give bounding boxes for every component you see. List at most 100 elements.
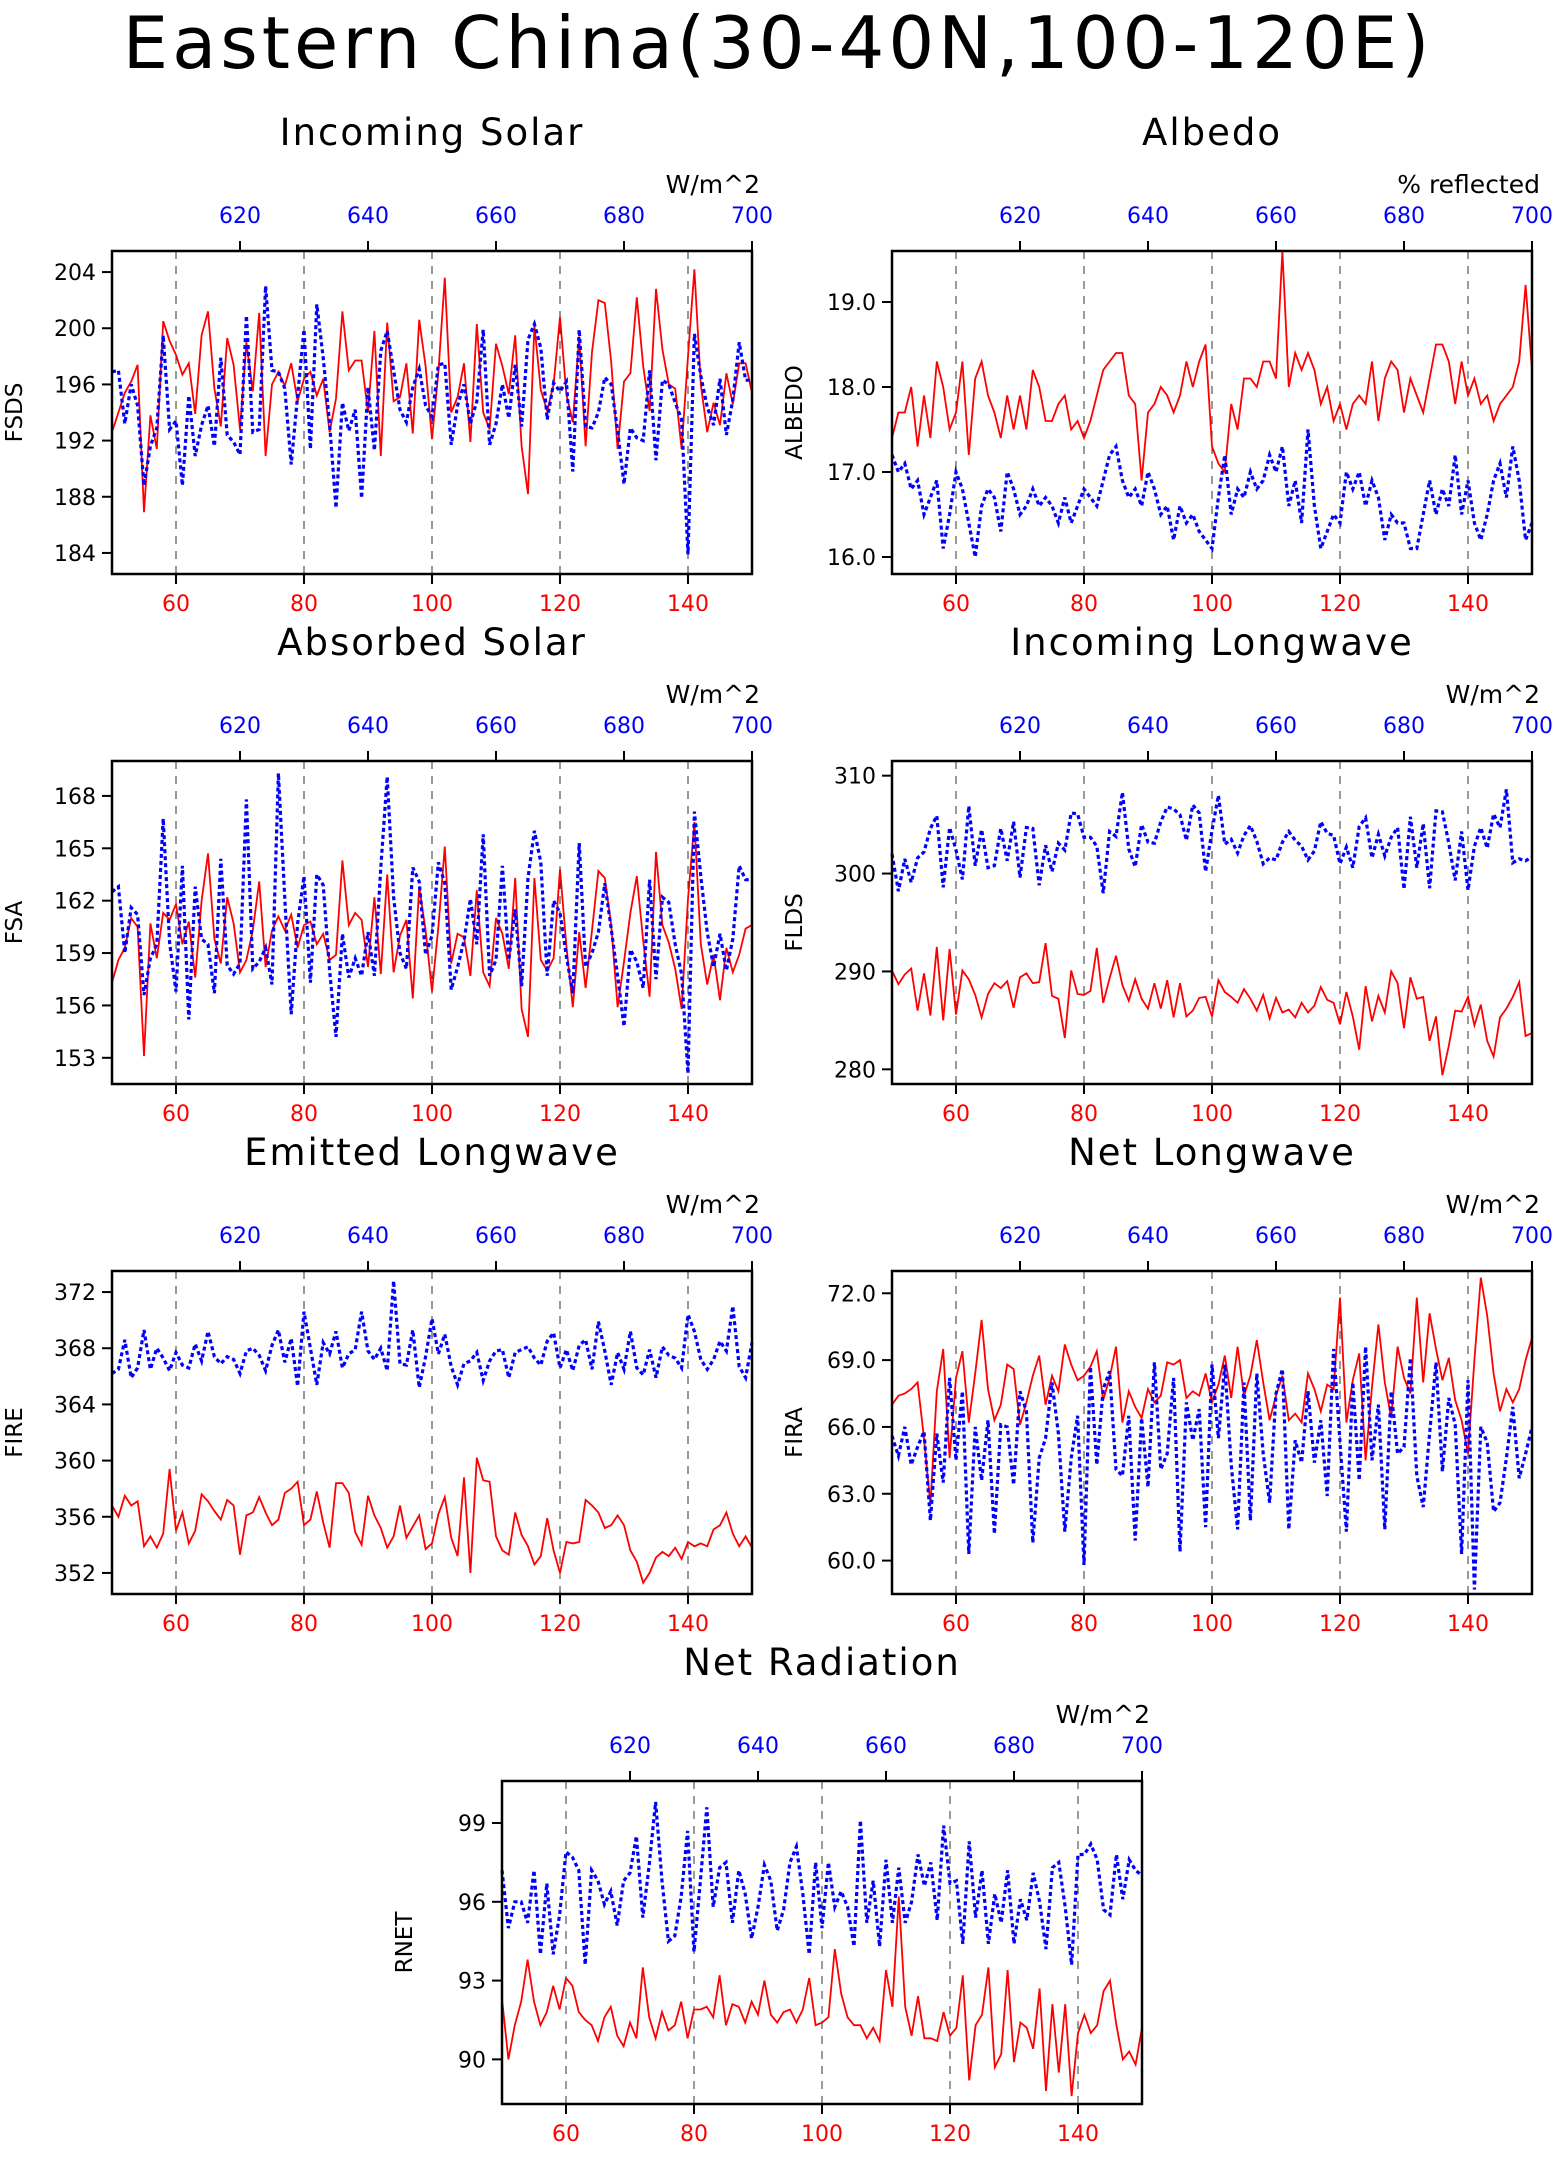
y-tick-label: 168: [54, 785, 96, 810]
x-top-tick-label: 640: [1127, 1224, 1169, 1249]
x-top-tick-label: 700: [731, 204, 773, 229]
x-top-tick-label: 620: [219, 714, 261, 739]
x-tick-label: 120: [1319, 1612, 1361, 1637]
x-tick-label: 140: [1447, 592, 1489, 617]
x-top-tick-label: 660: [475, 714, 517, 739]
panel-incoming-solar: Incoming Solar W/m^2 60 80 100 120 140 620 640 66…: [2, 111, 773, 617]
units-label: W/m^2: [1446, 680, 1540, 709]
x-tick-label: 140: [1447, 1102, 1489, 1127]
x-tick-label: 120: [539, 1612, 581, 1637]
panel-absorbed-solar: Absorbed Solar W/m^2 60 80 100 120 140 620 640 66…: [2, 621, 773, 1127]
units-label: W/m^2: [666, 1190, 760, 1219]
x-tick-label: 80: [290, 592, 318, 617]
y-tick-label: 63.0: [827, 1483, 876, 1508]
series-line-blue: [500, 1801, 1144, 1965]
x-top-tick-label: 640: [1127, 714, 1169, 739]
y-tick-label: 372: [54, 1281, 96, 1306]
x-tick-label: 60: [162, 1612, 190, 1637]
x-top-tick-label: 660: [865, 1734, 907, 1759]
x-tick-label: 120: [1319, 1102, 1361, 1127]
y-tick-label: 165: [54, 837, 96, 862]
series-line-red: [111, 269, 753, 513]
y-tick-label: 90: [458, 2048, 486, 2073]
x-top-tick-label: 660: [475, 204, 517, 229]
x-top-tick-label: 680: [1383, 204, 1425, 229]
x-top-tick-label: 680: [993, 1734, 1035, 1759]
y-tick-label: 280: [834, 1058, 876, 1083]
y-tick-label: 156: [54, 994, 96, 1019]
y-tick-label: 200: [54, 317, 96, 342]
x-top-tick-label: 640: [347, 204, 389, 229]
x-top-tick-label: 680: [1383, 714, 1425, 739]
x-top-tick-label: 620: [999, 714, 1041, 739]
x-top-tick-label: 700: [1511, 204, 1553, 229]
y-tick-label: 188: [54, 486, 96, 511]
x-top-tick-label: 640: [347, 714, 389, 739]
x-tick-label: 100: [411, 592, 453, 617]
x-top-tick-label: 620: [999, 1224, 1041, 1249]
page-title: Eastern China(30-40N,100-120E): [122, 1, 1434, 85]
x-tick-label: 100: [801, 2122, 843, 2147]
y-axis-label: FSDS: [2, 383, 28, 443]
x-top-tick-label: 620: [609, 1734, 651, 1759]
chart-title: Net Longwave: [1068, 1131, 1356, 1174]
units-label: W/m^2: [1446, 1190, 1540, 1219]
x-top-tick-label: 700: [1511, 1224, 1553, 1249]
y-tick-label: 368: [54, 1337, 96, 1362]
y-axis-label: ALBEDO: [782, 365, 808, 460]
x-tick-label: 80: [290, 1102, 318, 1127]
x-top-tick-label: 700: [731, 714, 773, 739]
x-top-tick-label: 640: [347, 1224, 389, 1249]
y-tick-label: 184: [54, 542, 96, 567]
panel-albedo: Albedo % reflected 60 80 100 120 140 620 640 660 6…: [782, 111, 1553, 617]
panel-net-radiation: Net Radiation W/m^2 60 80 100 120 140 620 640 660…: [392, 1641, 1163, 2147]
series-line-red: [891, 250, 1533, 481]
y-axis-label: FIRA: [782, 1407, 808, 1458]
x-tick-label: 60: [942, 1102, 970, 1127]
panel-incoming-longwave: Incoming Longwave W/m^2 60 80 100 120 140 620 64…: [782, 621, 1553, 1127]
chart-title: Incoming Longwave: [1010, 621, 1414, 664]
x-top-tick-label: 700: [1511, 714, 1553, 739]
x-top-tick-label: 620: [219, 1224, 261, 1249]
y-axis-label: FSA: [2, 900, 28, 944]
y-tick-label: 69.0: [827, 1349, 876, 1374]
x-top-tick-label: 660: [1255, 204, 1297, 229]
y-tick-label: 66.0: [827, 1416, 876, 1441]
series-line-blue: [111, 1280, 754, 1390]
x-top-tick-label: 700: [1121, 1734, 1163, 1759]
x-tick-label: 60: [162, 1102, 190, 1127]
x-tick-label: 100: [1191, 1102, 1233, 1127]
y-tick-label: 18.0: [827, 376, 876, 401]
series-line-blue: [111, 285, 752, 555]
y-tick-label: 300: [834, 863, 876, 888]
series-line-blue: [110, 773, 752, 1074]
x-tick-label: 80: [290, 1612, 318, 1637]
x-top-tick-label: 620: [219, 204, 261, 229]
x-tick-label: 60: [942, 592, 970, 617]
chart-title: Incoming Solar: [280, 111, 585, 154]
x-tick-label: 140: [1057, 2122, 1099, 2147]
x-tick-label: 60: [162, 592, 190, 617]
x-top-tick-label: 660: [1255, 714, 1297, 739]
x-top-tick-label: 680: [1383, 1224, 1425, 1249]
y-tick-label: 17.0: [827, 461, 876, 486]
x-top-tick-label: 700: [731, 1224, 773, 1249]
y-tick-label: 364: [54, 1393, 96, 1418]
x-top-tick-label: 620: [999, 204, 1041, 229]
units-label: W/m^2: [1056, 1700, 1150, 1729]
x-tick-label: 60: [942, 1612, 970, 1637]
panel-net-longwave: Net Longwave W/m^2 60 80 100 120 140 620 640 660 6…: [782, 1131, 1553, 1637]
y-axis-label: FIRE: [2, 1407, 28, 1458]
x-top-tick-label: 660: [1255, 1224, 1297, 1249]
x-top-tick-label: 660: [475, 1224, 517, 1249]
y-tick-label: 60.0: [827, 1550, 876, 1575]
y-tick-label: 352: [54, 1562, 96, 1587]
x-tick-label: 60: [552, 2122, 580, 2147]
chart-title: Albedo: [1142, 111, 1282, 154]
y-tick-label: 162: [54, 890, 96, 915]
chart-title: Emitted Longwave: [244, 1131, 620, 1174]
x-tick-label: 140: [1447, 1612, 1489, 1637]
x-tick-label: 80: [1070, 592, 1098, 617]
units-label: W/m^2: [666, 680, 760, 709]
y-tick-label: 360: [54, 1450, 96, 1475]
